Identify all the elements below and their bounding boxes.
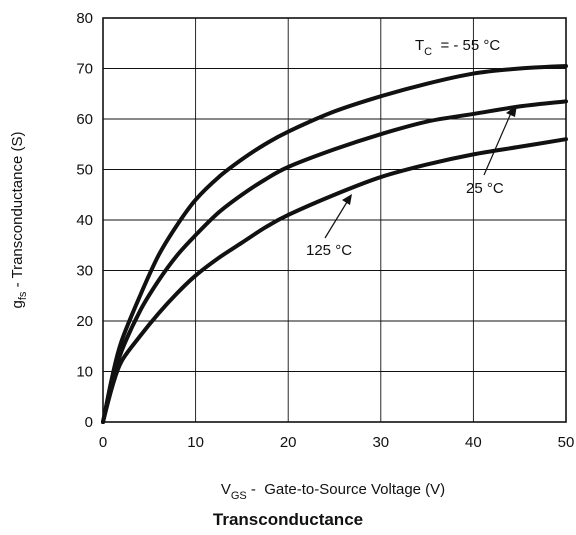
plot-frame bbox=[102, 17, 567, 423]
annotation-125c: 125 °C bbox=[306, 242, 352, 259]
y-tick-label: 40 bbox=[76, 212, 93, 229]
arrowhead-125c bbox=[342, 194, 352, 205]
y-tick-label: 70 bbox=[76, 61, 93, 78]
curve-25c bbox=[101, 99, 568, 424]
x-axis-title: VGS - Gate-to-Source Voltage (V) bbox=[221, 481, 445, 502]
annotation-tc: TC = - 55 °C bbox=[415, 37, 500, 58]
x-tick-label: 0 bbox=[99, 434, 107, 451]
curve-125c bbox=[101, 137, 568, 424]
arrow-25c bbox=[483, 112, 512, 176]
y-tick-label: 20 bbox=[76, 313, 93, 330]
arrow-125c bbox=[324, 201, 348, 239]
curves bbox=[101, 63, 568, 424]
x-tick-label: 20 bbox=[280, 434, 297, 451]
y-tick-label: 10 bbox=[76, 364, 93, 381]
y-tick-label: 80 bbox=[76, 10, 93, 27]
y-tick-label: 30 bbox=[76, 263, 93, 280]
transconductance-chart: 0 10 20 30 40 50 0 10 20 30 40 50 60 70 80 TC = - 55 °… bbox=[9, 10, 574, 502]
y-tick-label: 0 bbox=[85, 414, 93, 431]
x-tick-label: 50 bbox=[558, 434, 575, 451]
x-tick-label: 10 bbox=[187, 434, 204, 451]
y-tick-label: 60 bbox=[76, 111, 93, 128]
tick-labels: 0 10 20 30 40 50 0 10 20 30 40 50 60 70 80 bbox=[76, 10, 574, 451]
annotation-25c: 25 °C bbox=[466, 180, 504, 197]
grid-lines bbox=[102, 17, 567, 423]
y-tick-label: 50 bbox=[76, 162, 93, 179]
chart-title: Transconductance bbox=[212, 510, 364, 529]
x-tick-label: 40 bbox=[465, 434, 482, 451]
y-axis-title: gfs - Transconductance (S) bbox=[9, 132, 29, 309]
curve-minus-55c bbox=[101, 63, 568, 424]
arrowhead-25c bbox=[506, 105, 517, 117]
x-tick-label: 30 bbox=[372, 434, 389, 451]
